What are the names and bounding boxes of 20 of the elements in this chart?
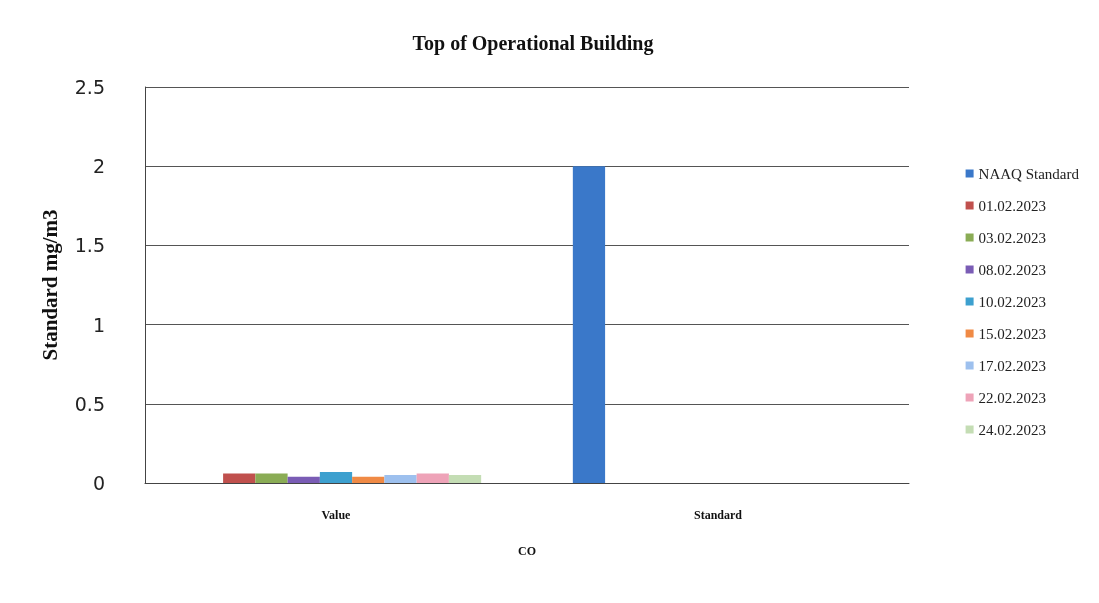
- y-tick-label: 0.5: [74, 392, 105, 415]
- legend-label: 10.02.2023: [978, 293, 1047, 310]
- legend-label: 17.02.2023: [978, 357, 1047, 374]
- x-tick-label: Value: [321, 508, 352, 522]
- legend-label: NAAQ Standard: [978, 165, 1080, 182]
- y-tick-label: 1: [92, 313, 105, 336]
- chart-title: Top of Operational Building: [412, 32, 654, 55]
- legend-label: 01.02.2023: [978, 197, 1047, 214]
- y-tick-label: 1.5: [74, 234, 105, 257]
- y-tick-label: 0: [92, 472, 105, 494]
- legend-label: 24.02.2023: [978, 421, 1047, 438]
- legend-label: 15.02.2023: [978, 325, 1047, 342]
- y-tick-label: 2.5: [74, 76, 105, 98]
- legend-label: 08.02.2023: [978, 261, 1047, 278]
- legend-label: 03.02.2023: [978, 229, 1047, 246]
- y-axis-title: Standard mg/m3: [37, 209, 62, 361]
- x-tick-label: Standard: [693, 508, 743, 522]
- y-tick-label: 2: [92, 155, 105, 178]
- x-axis-title: CO: [518, 544, 536, 558]
- legend-label: 22.02.2023: [978, 389, 1047, 406]
